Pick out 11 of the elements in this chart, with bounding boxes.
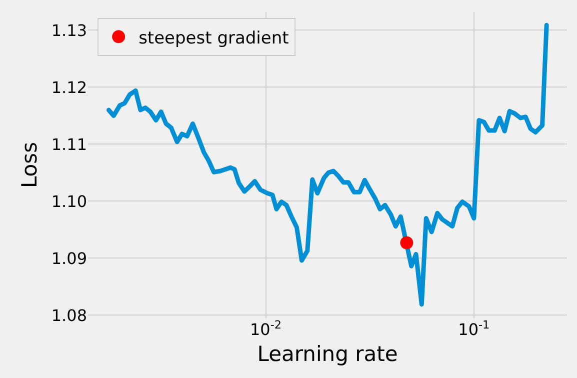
y-tick-label: 1.11 — [51, 134, 87, 154]
x-axis-title: Learning rate — [257, 342, 398, 366]
y-tick-label: 1.10 — [51, 192, 87, 211]
y-tick-label: 1.13 — [51, 20, 87, 40]
y-axis-title: Loss — [18, 142, 42, 188]
y-tick-label: 1.12 — [51, 78, 87, 97]
y-tick-label: 1.09 — [51, 248, 87, 268]
y-tick-label: 1.08 — [51, 306, 87, 325]
x-tick-label: 10$^{-1}$ — [458, 318, 490, 339]
x-tick-label: 10$^{-2}$ — [250, 318, 282, 339]
legend-label: steepest gradient — [138, 28, 290, 48]
